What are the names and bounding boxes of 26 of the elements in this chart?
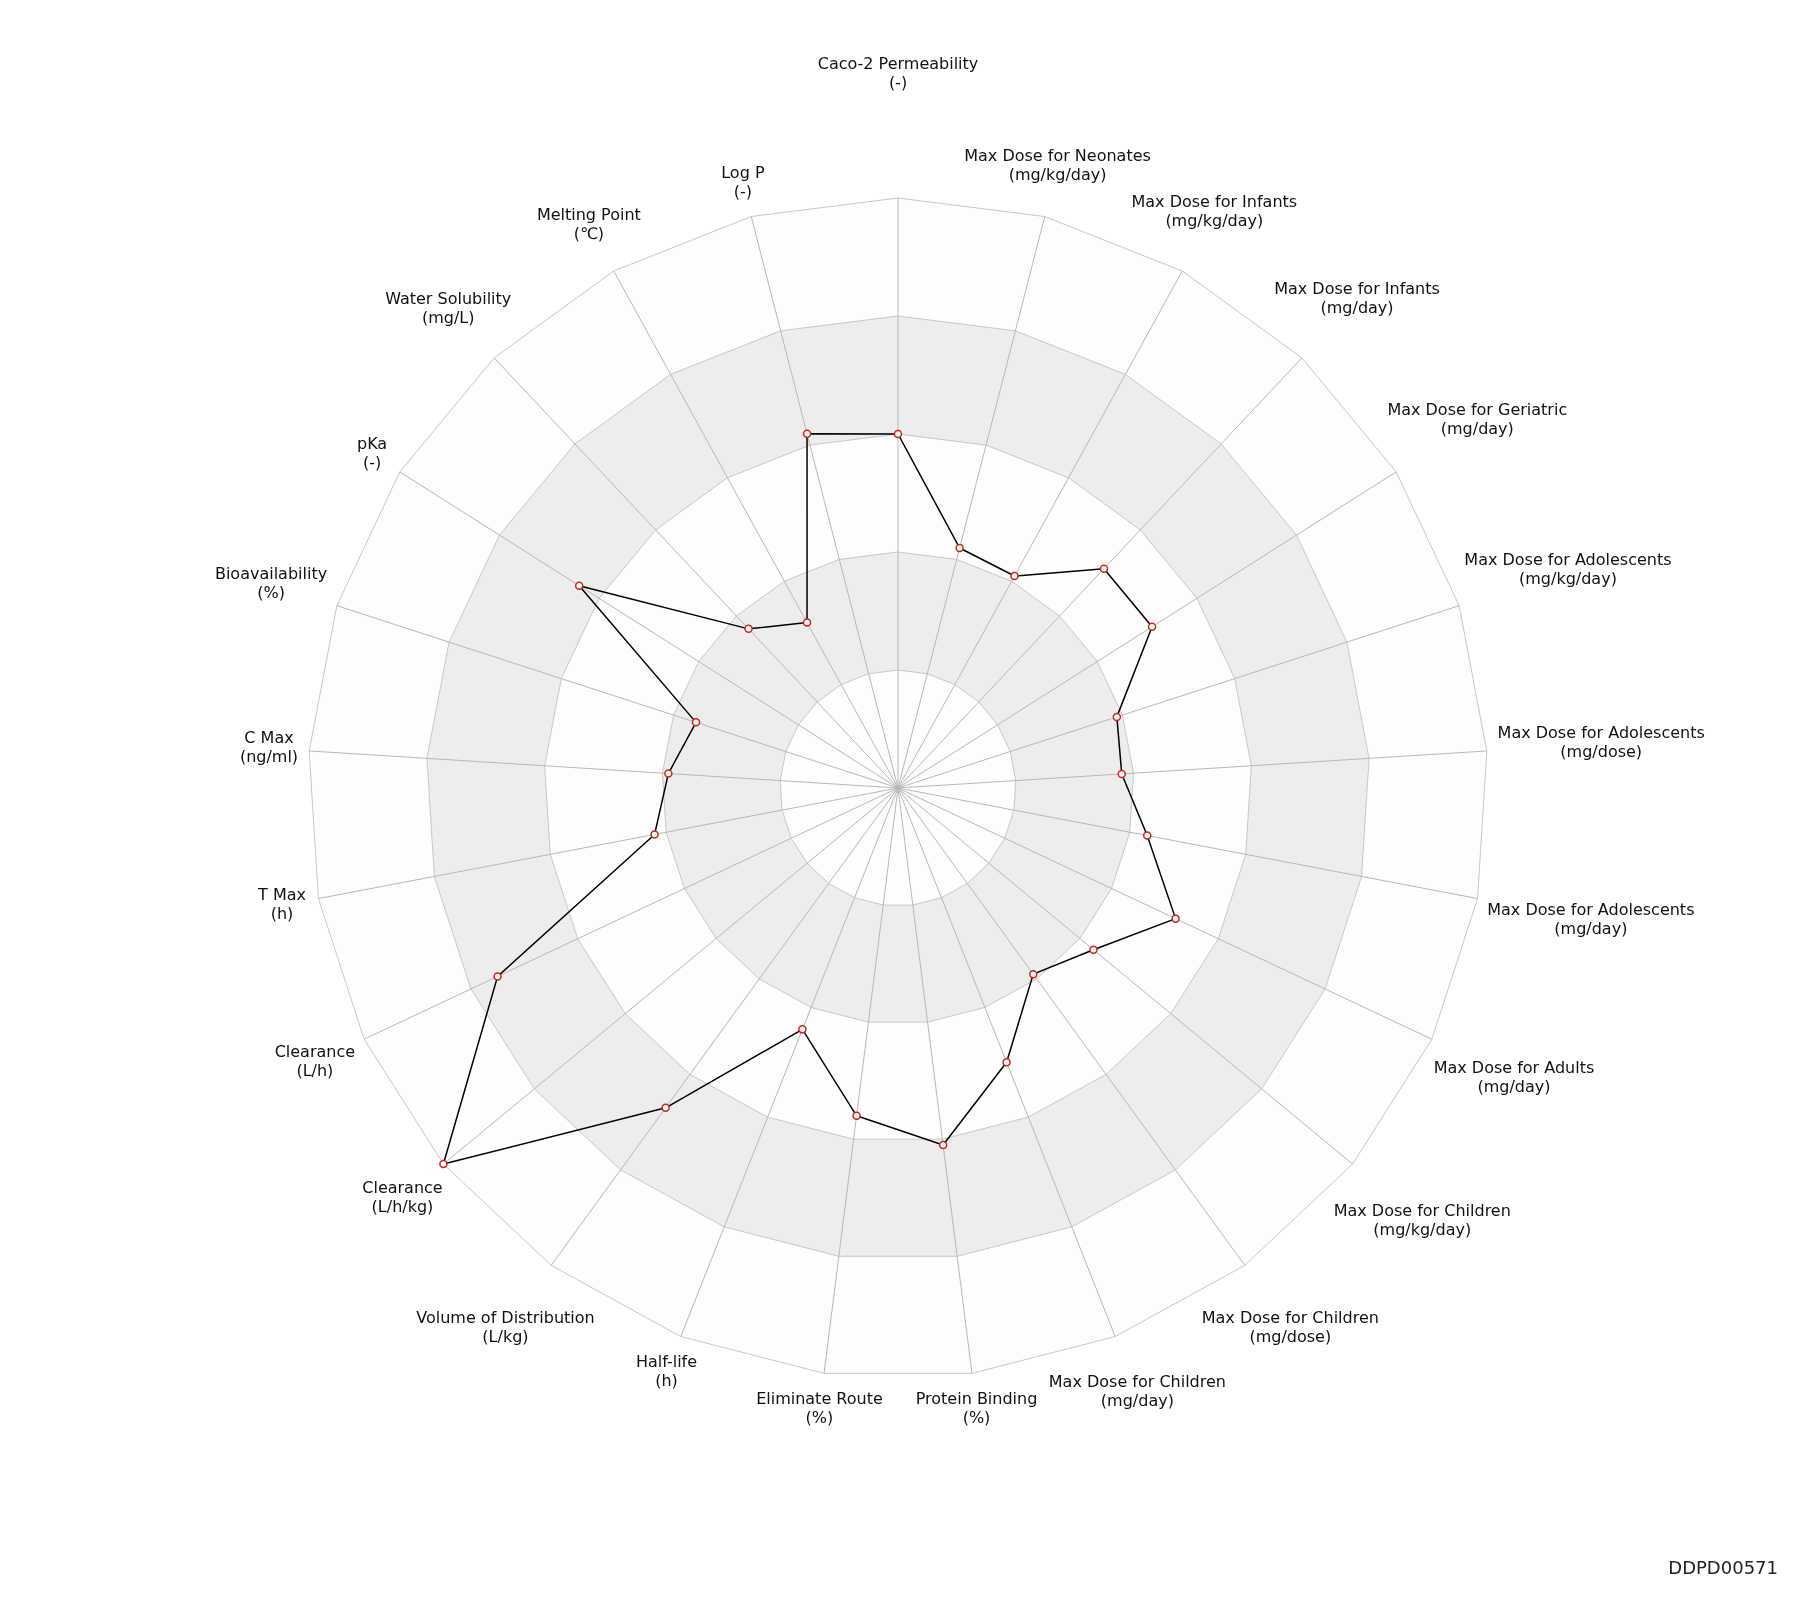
spoke-label: Max Dose for Adolescents (mg/dose) xyxy=(1497,723,1705,762)
spoke-label: C Max (ng/ml) xyxy=(239,728,299,767)
spoke-label: Max Dose for Adolescents (mg/kg/day) xyxy=(1464,549,1672,588)
spoke-label: Bioavailability (%) xyxy=(214,563,328,602)
spoke-label: Max Dose for Adults (mg/day) xyxy=(1433,1057,1595,1096)
spoke-label: Max Dose for Children (mg/kg/day) xyxy=(1333,1201,1511,1240)
spoke-label: Clearance (L/h) xyxy=(274,1042,356,1081)
spoke-label: Caco-2 Permeability (-) xyxy=(817,53,979,92)
spoke-label: Max Dose for Geriatric (mg/day) xyxy=(1387,400,1568,439)
text: DDPD00571 xyxy=(1668,1557,1778,1578)
spoke-label: Protein Binding (%) xyxy=(915,1389,1038,1428)
spoke-label: Max Dose for Children (mg/dose) xyxy=(1201,1307,1379,1346)
spoke-label: Max Dose for Neonates (mg/kg/day) xyxy=(964,146,1151,185)
spoke-label: Max Dose for Children (mg/day) xyxy=(1048,1372,1226,1411)
spoke-label: Melting Point (℃) xyxy=(536,205,641,244)
spoke-label: Clearance (L/h/kg) xyxy=(362,1177,443,1216)
spoke-label: pKa (-) xyxy=(356,433,388,472)
spoke-label: Half-life (h) xyxy=(635,1352,698,1391)
spoke-label: Eliminate Route (%) xyxy=(756,1389,883,1428)
spoke-label: Water Solubility (mg/L) xyxy=(385,288,512,327)
spoke-label: Log P (-) xyxy=(721,163,765,202)
spoke-label: T Max (h) xyxy=(257,885,306,924)
spoke-label: Max Dose for Adolescents (mg/day) xyxy=(1487,899,1695,938)
spoke-label: Max Dose for Infants (mg/kg/day) xyxy=(1131,192,1298,231)
spoke-label: Max Dose for Infants (mg/day) xyxy=(1274,278,1440,317)
spoke-label: Volume of Distribution (L/kg) xyxy=(416,1307,595,1346)
